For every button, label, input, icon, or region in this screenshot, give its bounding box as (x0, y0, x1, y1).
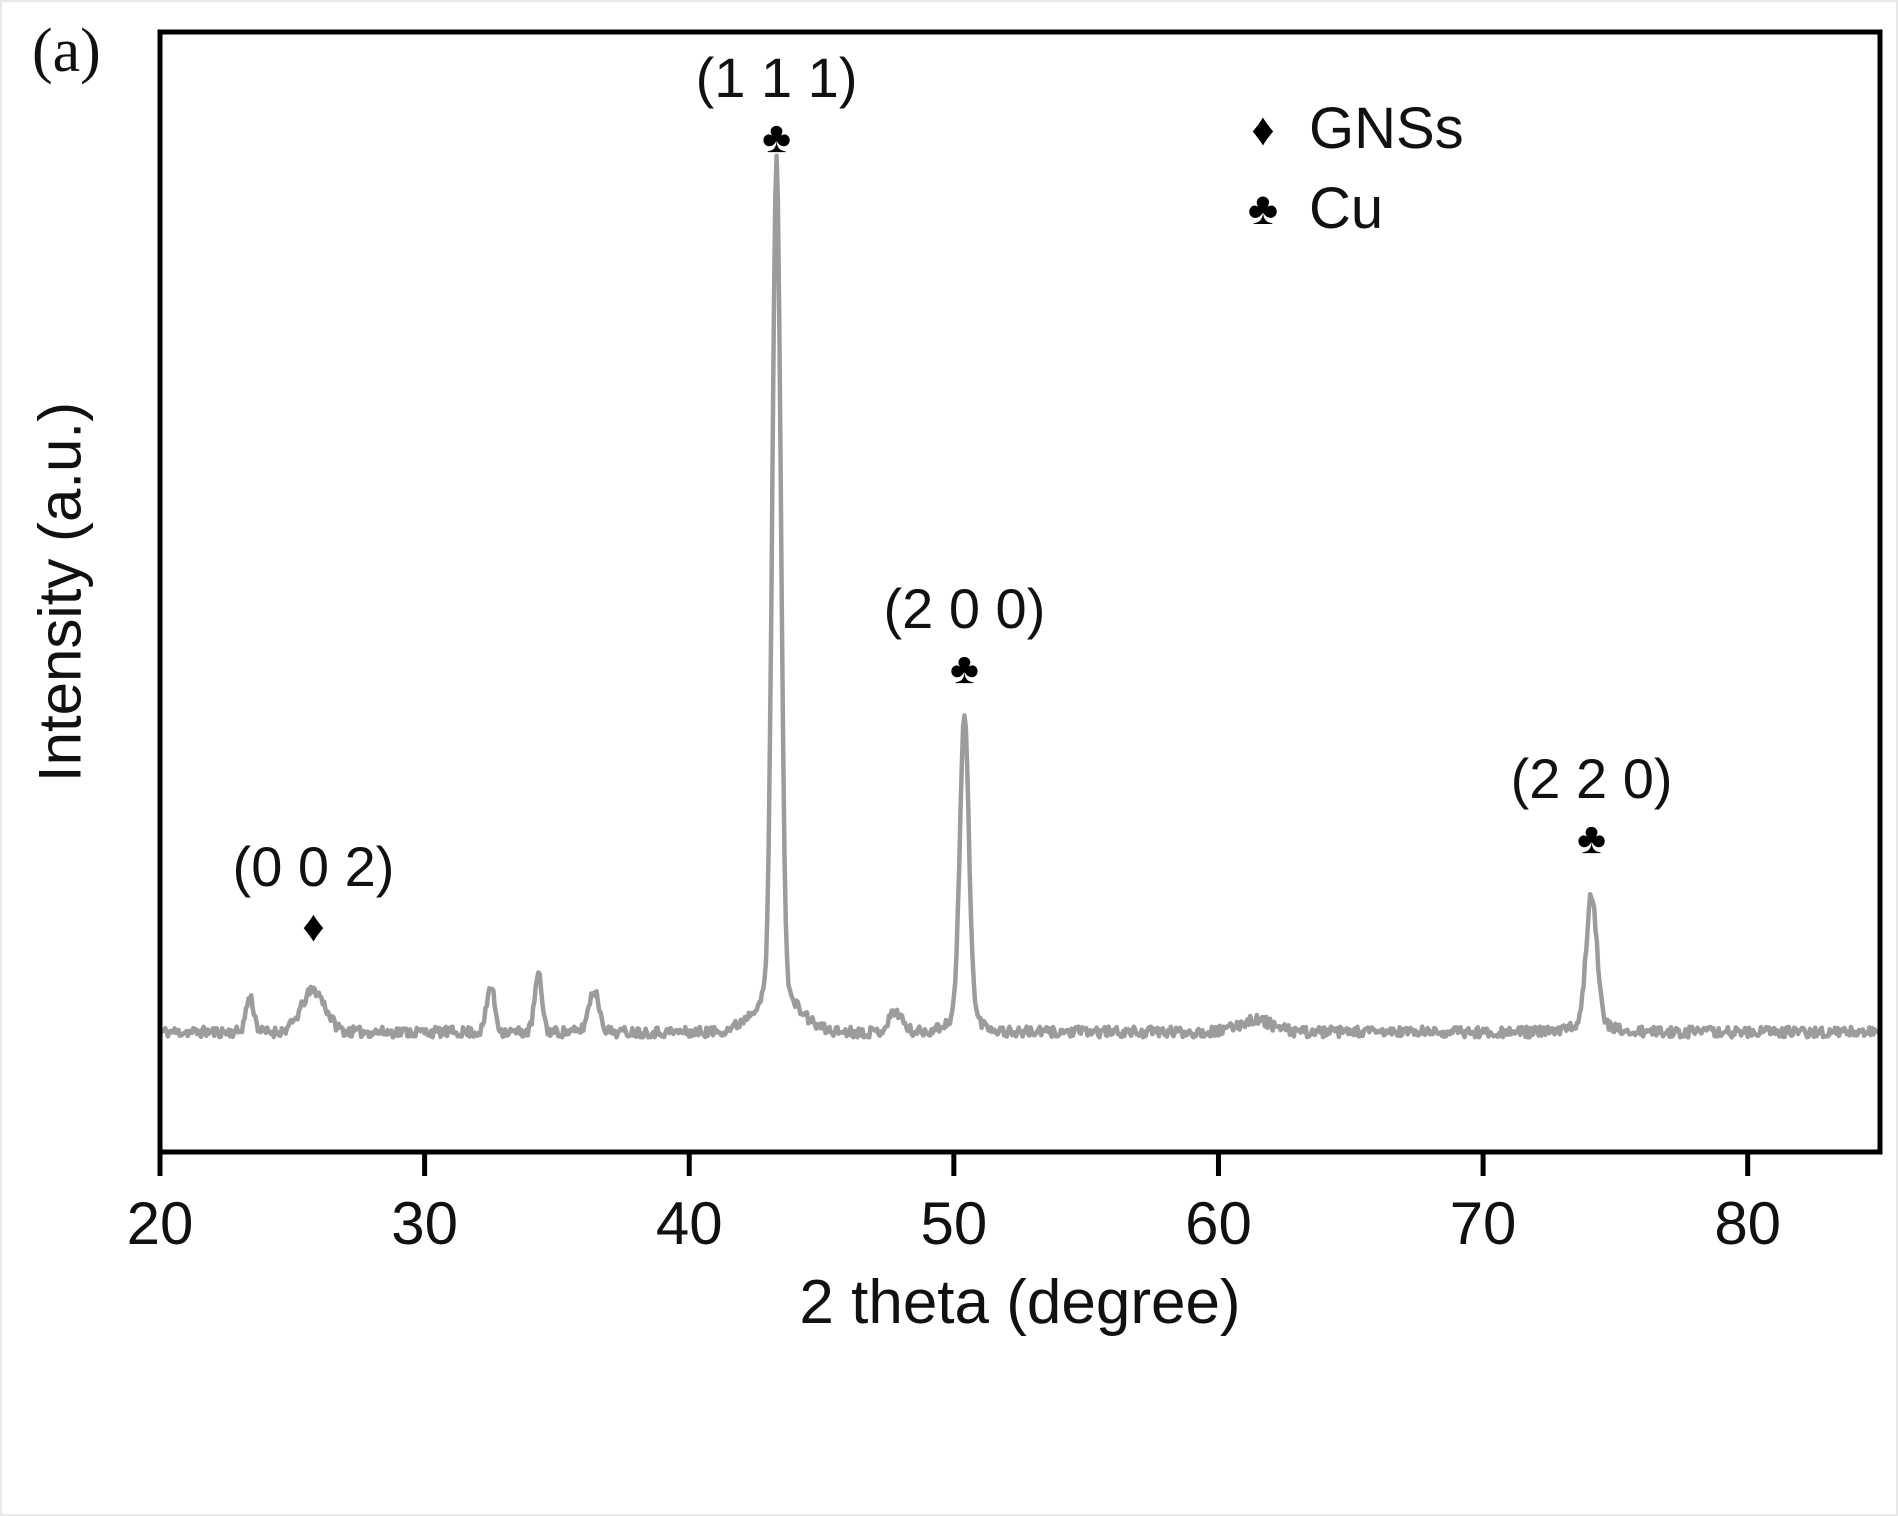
xrd-trace (159, 153, 1883, 1040)
figure-panel-label: (a) (32, 17, 101, 85)
legend-item-gnss: ♦ GNSs (1237, 96, 1464, 161)
club-icon: ♣ (1247, 182, 1279, 235)
x-tick-label: 40 (656, 1190, 723, 1257)
x-tick-label: 70 (1450, 1190, 1517, 1257)
x-tick-label: 30 (391, 1190, 458, 1257)
legend-item-cu: ♣ Cu (1237, 175, 1464, 241)
x-axis-label: 2 theta (degree) (799, 1268, 1241, 1337)
x-tick-label: 20 (127, 1190, 194, 1257)
x-tick-label: 80 (1714, 1190, 1781, 1257)
x-tick-label: 50 (920, 1190, 987, 1257)
x-tick-label: 60 (1185, 1190, 1252, 1257)
diamond-icon: ♦ (1251, 102, 1275, 155)
legend: ♦ GNSs ♣ Cu (1237, 97, 1464, 257)
y-axis-label: Intensity (a.u.) (26, 401, 94, 783)
plot-frame (157, 29, 1883, 1155)
legend-label-gnss: GNSs (1309, 96, 1464, 161)
legend-label-cu: Cu (1309, 175, 1384, 241)
